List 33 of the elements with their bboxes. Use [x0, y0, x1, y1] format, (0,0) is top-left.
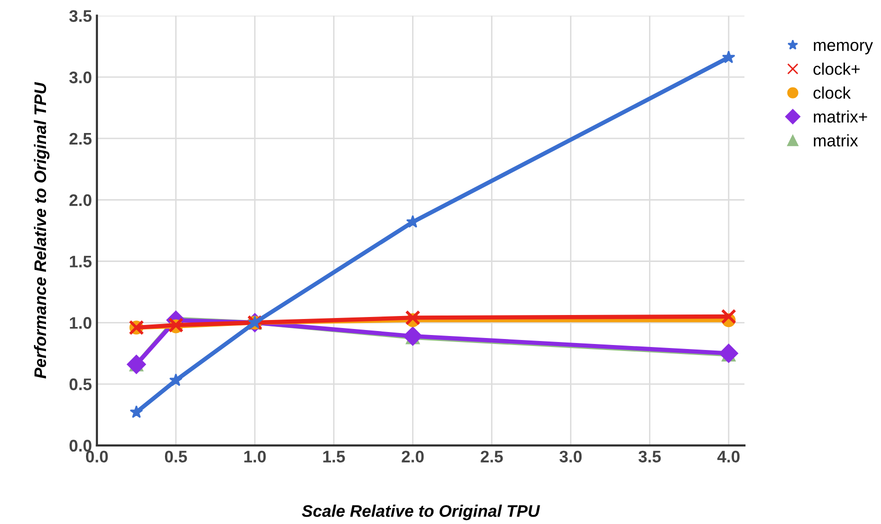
x-tick-label: 3.0: [560, 450, 582, 463]
y-tick-label: 1.5: [70, 256, 92, 268]
point: [405, 310, 420, 326]
x-tick-label: 4.0: [717, 450, 740, 463]
point: [719, 344, 738, 363]
x-tick-label: 1.5: [323, 450, 345, 463]
point: [721, 308, 736, 324]
y-tick-label: 1.0: [70, 317, 92, 329]
point: [169, 373, 183, 386]
x-tick-label: 2.5: [480, 450, 503, 463]
point: [403, 326, 422, 346]
y-tick-label: 3.5: [69, 10, 92, 22]
legend-label: clock+: [813, 62, 860, 75]
legend-label: matrix+: [814, 110, 868, 123]
x-tick-label: 3.5: [638, 450, 661, 463]
y-tick-label: 3.0: [69, 72, 92, 84]
x-tick-label: 0.5: [164, 450, 187, 463]
legend-label: matrix: [814, 134, 858, 147]
x-axis-title: Scale Relative to Original TPU: [302, 504, 540, 520]
y-axis-title: Performance Relative to Original TPU: [34, 82, 50, 378]
y-tick-label: 2.5: [69, 132, 92, 145]
x-tick-label: 1.0: [244, 450, 266, 463]
y-tick-label: 0.5: [70, 378, 92, 390]
point: [406, 215, 420, 228]
point: [722, 50, 736, 64]
legend-label: memory: [814, 42, 873, 54]
x-tick-label: 2.0: [402, 450, 424, 463]
x-tick-label: 0.0: [86, 450, 108, 463]
y-tick-label: 2.0: [69, 194, 92, 206]
point: [130, 405, 144, 418]
legend-label: clock: [813, 86, 851, 99]
point: [126, 354, 146, 374]
y-tick-label: 0.0: [70, 440, 92, 452]
